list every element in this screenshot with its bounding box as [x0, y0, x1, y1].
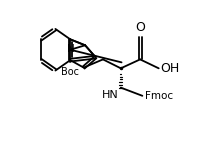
Text: O: O: [135, 21, 145, 34]
Text: Fmoc: Fmoc: [145, 91, 173, 101]
Text: HN: HN: [102, 90, 119, 100]
Text: Boc: Boc: [61, 67, 79, 77]
Text: N: N: [67, 44, 75, 54]
Text: OH: OH: [160, 62, 179, 75]
